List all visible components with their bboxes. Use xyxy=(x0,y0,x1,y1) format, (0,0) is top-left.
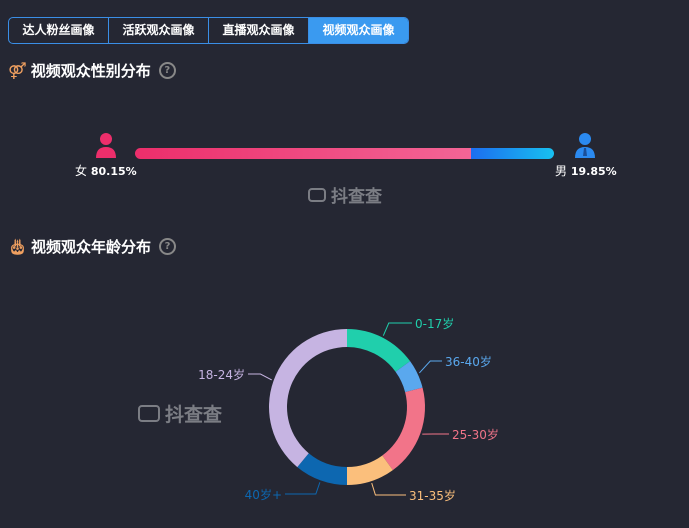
watermark: 抖查查 xyxy=(138,400,222,427)
age-section-title: 🎂︎ 视频观众年龄分布 ? xyxy=(8,236,177,257)
slice-label: 40岁+ xyxy=(244,488,282,502)
leader-line xyxy=(382,322,412,336)
slice-label: 36-40岁 xyxy=(445,355,492,369)
slice-label: 18-24岁 xyxy=(198,368,245,382)
donut-slice[interactable] xyxy=(395,361,423,393)
donut-slice[interactable] xyxy=(382,387,425,471)
leader-line xyxy=(419,360,442,374)
female-icon xyxy=(96,133,116,158)
slice-label: 0-17岁 xyxy=(415,317,455,331)
help-icon[interactable]: ? xyxy=(159,238,177,255)
female-label: 女 80.15% xyxy=(75,164,137,178)
slice-label: 25-30岁 xyxy=(452,428,499,442)
male-bar-segment xyxy=(470,148,554,159)
tab-video-audience[interactable]: 视频观众画像 xyxy=(309,18,408,43)
portrait-tabs: 达人粉丝画像 活跃观众画像 直播观众画像 视频观众画像 xyxy=(8,17,409,44)
help-icon[interactable]: ? xyxy=(158,62,176,79)
female-bar-segment xyxy=(135,148,471,159)
donut-slice[interactable] xyxy=(347,455,393,485)
male-label: 男 19.85% xyxy=(555,164,617,178)
donut-slice[interactable] xyxy=(347,329,411,372)
male-icon xyxy=(575,133,595,158)
gender-section-title: ⚤ 视频观众性别分布 ? xyxy=(8,60,176,81)
cake-icon: 🎂︎ xyxy=(8,237,28,256)
watermark-logo-icon xyxy=(308,187,326,202)
watermark-logo-icon xyxy=(138,405,160,422)
donut-slice[interactable] xyxy=(269,329,347,468)
donut-slice[interactable] xyxy=(297,453,347,485)
tab-creator-fans[interactable]: 达人粉丝画像 xyxy=(9,18,109,43)
watermark: 抖查查 xyxy=(308,182,382,207)
gender-icon: ⚤ xyxy=(8,61,27,80)
tab-active-audience[interactable]: 活跃观众画像 xyxy=(109,18,209,43)
gender-ratio-bar xyxy=(135,148,554,159)
leader-line xyxy=(285,482,321,495)
tab-live-audience[interactable]: 直播观众画像 xyxy=(209,18,309,43)
slice-label: 31-35岁 xyxy=(409,489,456,503)
leader-line xyxy=(371,482,406,496)
leader-line xyxy=(248,373,272,381)
